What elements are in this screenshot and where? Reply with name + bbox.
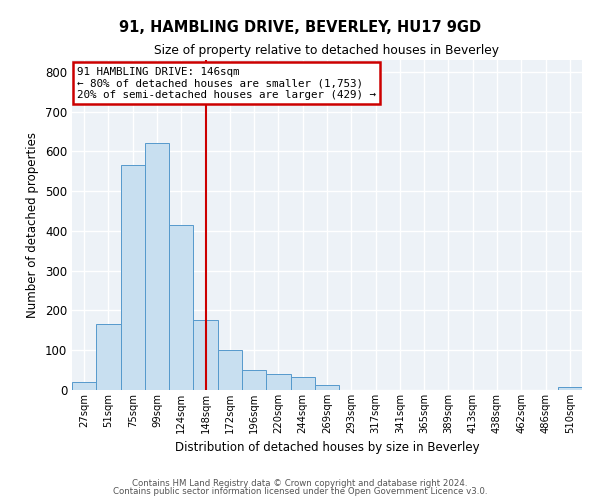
Bar <box>218 350 242 390</box>
Text: Contains HM Land Registry data © Crown copyright and database right 2024.: Contains HM Land Registry data © Crown c… <box>132 478 468 488</box>
Title: Size of property relative to detached houses in Beverley: Size of property relative to detached ho… <box>155 44 499 58</box>
Bar <box>96 324 121 390</box>
Bar <box>193 320 218 390</box>
Text: Contains public sector information licensed under the Open Government Licence v3: Contains public sector information licen… <box>113 487 487 496</box>
Bar <box>121 166 145 390</box>
X-axis label: Distribution of detached houses by size in Beverley: Distribution of detached houses by size … <box>175 442 479 454</box>
Bar <box>242 370 266 390</box>
Bar <box>290 377 315 390</box>
Text: 91 HAMBLING DRIVE: 146sqm
← 80% of detached houses are smaller (1,753)
20% of se: 91 HAMBLING DRIVE: 146sqm ← 80% of detac… <box>77 66 376 100</box>
Bar <box>558 387 582 390</box>
Text: 91, HAMBLING DRIVE, BEVERLEY, HU17 9GD: 91, HAMBLING DRIVE, BEVERLEY, HU17 9GD <box>119 20 481 35</box>
Bar <box>72 382 96 390</box>
Y-axis label: Number of detached properties: Number of detached properties <box>26 132 40 318</box>
Bar <box>315 385 339 390</box>
Bar <box>169 225 193 390</box>
Bar <box>266 374 290 390</box>
Bar <box>145 144 169 390</box>
